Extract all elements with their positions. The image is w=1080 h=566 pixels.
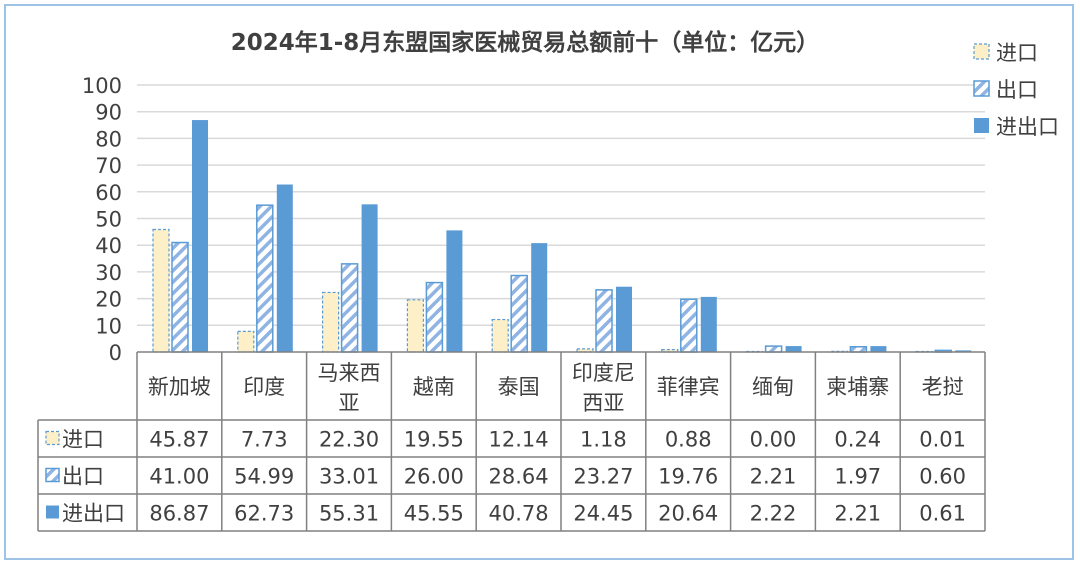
data-cell: 86.87: [149, 502, 209, 526]
category-label: 柬埔寨: [826, 375, 889, 399]
category-label: 缅甸: [752, 375, 794, 399]
data-cell: 45.55: [404, 502, 464, 526]
data-cell: 0.01: [919, 428, 966, 452]
y-tick-label: 20: [95, 288, 122, 312]
data-cell: 0.88: [665, 428, 712, 452]
data-cell: 54.99: [234, 465, 294, 489]
data-cell: 23.27: [573, 465, 633, 489]
category-label: 西亚: [582, 391, 624, 415]
category-label: 老挝: [922, 375, 964, 399]
data-cell: 1.97: [834, 465, 881, 489]
data-cell: 45.87: [149, 428, 209, 452]
data-cell: 20.64: [658, 502, 718, 526]
bar-2-5: [616, 286, 632, 352]
data-cell: 2.22: [750, 502, 797, 526]
legend-label: 进出口: [996, 115, 1059, 139]
legend-label: 进口: [996, 41, 1038, 65]
bar-1-5: [595, 289, 613, 353]
bar-1-1: [256, 204, 274, 353]
y-tick-label: 40: [95, 234, 122, 258]
data-cell: 62.73: [234, 502, 294, 526]
category-label: 亚: [339, 391, 360, 415]
bar-2-6: [700, 296, 717, 352]
y-tick-label: 50: [95, 208, 122, 232]
data-cell: 40.78: [489, 502, 549, 526]
data-cell: 12.14: [489, 428, 549, 452]
data-cell: 2.21: [750, 465, 797, 489]
data-cell: 19.76: [658, 465, 718, 489]
bar-2-9: [955, 350, 972, 352]
table-series-label: 进口: [62, 428, 104, 452]
y-tick-label: 30: [95, 261, 122, 285]
category-label: 马来西: [318, 361, 381, 385]
bar-1-6: [680, 298, 698, 353]
bar-0-0: [152, 228, 170, 353]
bar-0-3: [406, 299, 424, 353]
data-cell: 0.24: [834, 428, 881, 452]
data-cell: 22.30: [319, 428, 379, 452]
bar-1-4: [510, 274, 528, 353]
bar-0-1: [237, 330, 255, 353]
bar-1-3: [425, 281, 444, 353]
legend-key: [973, 43, 990, 60]
bar-2-8: [870, 346, 887, 352]
category-label: 印度: [243, 375, 285, 399]
data-cell: 0.00: [750, 428, 797, 452]
data-cell: 1.18: [580, 428, 627, 452]
bar-2-3: [446, 230, 463, 352]
bar-1-2: [340, 263, 359, 353]
data-cell: 19.55: [404, 428, 464, 452]
category-label: 新加坡: [148, 375, 211, 399]
data-cell: 7.73: [241, 428, 288, 452]
y-tick-label: 70: [95, 154, 122, 178]
bar-1-0: [171, 241, 189, 353]
category-label: 菲律宾: [657, 375, 720, 399]
data-cell: 41.00: [149, 465, 209, 489]
bar-1-7: [764, 345, 783, 353]
bar-0-2: [322, 291, 340, 353]
data-cell: 33.01: [319, 465, 379, 489]
table-legend-key: [45, 467, 60, 483]
data-cell: 26.00: [404, 465, 464, 489]
y-tick-label: 60: [95, 181, 122, 205]
legend-label: 出口: [996, 78, 1038, 102]
bar-2-0: [192, 120, 208, 352]
table-legend-key: [45, 430, 60, 446]
bar-2-2: [361, 204, 378, 352]
y-tick-label: 80: [95, 127, 122, 151]
category-label: 印度尼: [572, 361, 635, 385]
legend-key: [974, 118, 989, 133]
data-cell: 0.61: [919, 502, 966, 526]
data-cell: 28.64: [489, 465, 549, 489]
bar-1-8: [849, 345, 868, 353]
chart-frame: [4, 4, 1074, 560]
category-label: 越南: [413, 375, 455, 399]
bar-2-4: [531, 243, 548, 352]
category-label: 泰国: [498, 375, 540, 399]
data-cell: 55.31: [319, 502, 379, 526]
table-legend-key: [46, 505, 59, 519]
legend-key: [973, 80, 990, 97]
bar-0-4: [491, 318, 509, 353]
data-cell: 2.21: [834, 502, 881, 526]
bar-2-1: [276, 184, 293, 352]
y-tick-label: 100: [82, 74, 122, 98]
bar-2-7: [785, 346, 802, 352]
data-cell: 24.45: [573, 502, 633, 526]
y-tick-label: 0: [109, 341, 122, 365]
y-tick-label: 10: [95, 314, 122, 338]
table-series-label: 出口: [62, 465, 104, 489]
table-series-label: 进出口: [62, 502, 125, 526]
y-tick-label: 90: [95, 101, 122, 125]
data-cell: 0.60: [919, 465, 966, 489]
chart-title: 2024年1-8月东盟国家医械贸易总额前十（单位：亿元）: [231, 29, 820, 56]
